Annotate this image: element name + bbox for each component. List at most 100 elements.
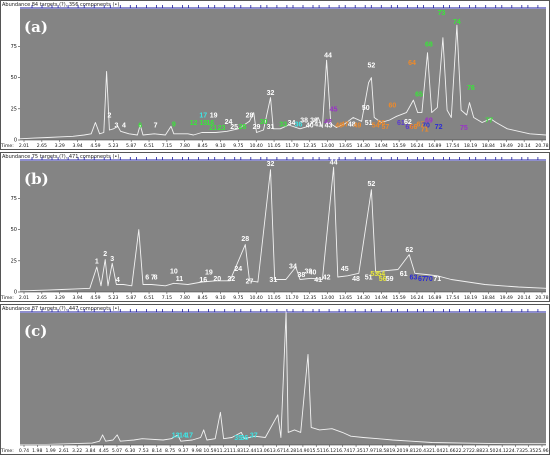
x-tick-label: 15.51 bbox=[310, 448, 323, 454]
peak-label: 11 bbox=[176, 276, 184, 283]
x-tick-label: 25.96 bbox=[535, 448, 548, 454]
x-tick-label: 11.83 bbox=[230, 448, 243, 454]
x-tick-label: 13.00 bbox=[321, 143, 334, 149]
x-tick-label: 7.15 bbox=[162, 295, 172, 301]
x-tick-label: 5.87 bbox=[126, 143, 136, 149]
x-tick-label: 2.65 bbox=[37, 143, 47, 149]
x-tick-label: 13.65 bbox=[339, 143, 352, 149]
peak-label: 54 bbox=[377, 271, 385, 278]
peak-label: 45 bbox=[341, 266, 349, 273]
peak-label: 21 bbox=[209, 125, 217, 132]
peak-label: 37 bbox=[250, 432, 258, 439]
peak-label: 70 bbox=[422, 123, 430, 130]
peak-label: 59 bbox=[386, 276, 394, 283]
peak-label: 30 bbox=[260, 119, 268, 126]
peak-label: 17 bbox=[199, 113, 207, 120]
y-tick-label: 25 bbox=[11, 106, 17, 112]
x-tick-label: 5.23 bbox=[108, 143, 118, 149]
peak-label: 56 bbox=[377, 120, 385, 127]
x-tick-label: 14.30 bbox=[357, 143, 370, 149]
x-tick-label: 9.75 bbox=[233, 143, 243, 149]
peak-label: 33 bbox=[279, 121, 287, 128]
x-tick-label: 3.94 bbox=[72, 295, 82, 301]
y-tick-label: 50 bbox=[11, 75, 17, 81]
x-tick-label: 10.59 bbox=[203, 448, 216, 454]
x-tick-label: 8.45 bbox=[198, 143, 208, 149]
peak-label: 65 bbox=[415, 91, 423, 98]
x-tick-label: 1.98 bbox=[32, 448, 42, 454]
x-tick-label: 19.20 bbox=[389, 448, 402, 454]
peak-label: 51 bbox=[365, 275, 373, 282]
peak-label: 17 bbox=[185, 432, 193, 439]
x-tick-label: 18.19 bbox=[464, 295, 477, 301]
x-tick-label: 11.21 bbox=[217, 448, 230, 454]
peak-label: 72 bbox=[435, 124, 443, 131]
panel-label: (c) bbox=[24, 322, 47, 340]
peak-label: 45 bbox=[330, 106, 338, 113]
peak-label: 54 bbox=[372, 123, 380, 130]
x-tick-label: 24.73 bbox=[509, 448, 522, 454]
x-tick-label: 7.80 bbox=[180, 295, 190, 301]
x-tick-label: 16.24 bbox=[410, 143, 423, 149]
peak-label: 2 bbox=[103, 251, 107, 258]
x-tick-label: 2.61 bbox=[59, 448, 69, 454]
peak-label: 71 bbox=[421, 126, 429, 133]
x-tick-label: 3.84 bbox=[85, 448, 95, 454]
peak-label: 16 bbox=[199, 277, 207, 284]
peak-label: 20 bbox=[213, 276, 221, 283]
peak-label: 25 bbox=[230, 124, 238, 131]
x-tick-label: 8.75 bbox=[165, 448, 175, 454]
x-tick-label: 5.07 bbox=[112, 448, 122, 454]
x-tick-label: 7.15 bbox=[162, 143, 172, 149]
panel-b: Abundance 75 targets (?), 471 components… bbox=[0, 152, 550, 302]
x-axis-label: Time: bbox=[0, 143, 14, 149]
chromatogram-trace bbox=[20, 311, 546, 445]
peak-label: 41 bbox=[314, 277, 322, 284]
peak-label: 26 bbox=[239, 124, 247, 131]
x-tick-label: 22.27 bbox=[456, 448, 469, 454]
peak-label: 13 bbox=[172, 432, 180, 439]
peak-label: 4 bbox=[122, 123, 126, 130]
peak-label: 43 bbox=[325, 123, 333, 130]
peak-label: 69 bbox=[425, 118, 433, 125]
x-tick-label: 16.89 bbox=[428, 295, 441, 301]
x-tick-label: 3.22 bbox=[72, 448, 82, 454]
peak-label: 19 bbox=[210, 113, 218, 120]
x-tick-label: 17.54 bbox=[446, 295, 459, 301]
x-tick-label: 18.84 bbox=[482, 295, 495, 301]
panel-c: Abundance 87 targets (?), 447 components… bbox=[0, 304, 550, 455]
x-tick-label: 14.94 bbox=[375, 295, 388, 301]
peak-label: 44 bbox=[324, 53, 332, 60]
peak-label: 24 bbox=[225, 119, 233, 126]
x-tick-label: 21.04 bbox=[429, 448, 442, 454]
x-tick-label: 9.75 bbox=[233, 295, 243, 301]
peak-label: 6 bbox=[138, 123, 142, 130]
peak-label: 31 bbox=[267, 124, 275, 131]
peak-label: 47 bbox=[341, 121, 349, 128]
x-tick-label: 2.01 bbox=[19, 143, 29, 149]
x-tick-label: 4.59 bbox=[90, 143, 100, 149]
x-tick-label: 11.70 bbox=[285, 295, 298, 301]
peak-label: 77 bbox=[485, 118, 493, 125]
peak-label: 14 bbox=[179, 432, 187, 439]
peak-label: 67 bbox=[418, 276, 426, 283]
peak-label: 48 bbox=[352, 276, 360, 283]
x-tick-label: 8.45 bbox=[198, 295, 208, 301]
x-tick-label: 25.35 bbox=[522, 448, 535, 454]
peak-label: 12 bbox=[190, 120, 198, 127]
x-tick-label: 2.65 bbox=[37, 295, 47, 301]
x-tick-label: 23.50 bbox=[482, 448, 495, 454]
peak-label: 19 bbox=[205, 270, 213, 277]
plot-area bbox=[20, 161, 546, 292]
peak-label: 57 bbox=[382, 124, 390, 131]
panel-label: (a) bbox=[24, 18, 48, 36]
peak-label: 71 bbox=[433, 276, 441, 283]
peak-label: 40 bbox=[306, 123, 314, 130]
x-tick-label: 8.14 bbox=[152, 448, 162, 454]
peak-label: 62 bbox=[404, 119, 412, 126]
peak-label: 67 bbox=[417, 121, 425, 128]
peak-label: 41 bbox=[314, 121, 322, 128]
peak-label: 4 bbox=[116, 277, 120, 284]
x-tick-label: 18.58 bbox=[376, 448, 389, 454]
panel-header: Abundance 84 targets (?), 356 components… bbox=[2, 2, 119, 8]
